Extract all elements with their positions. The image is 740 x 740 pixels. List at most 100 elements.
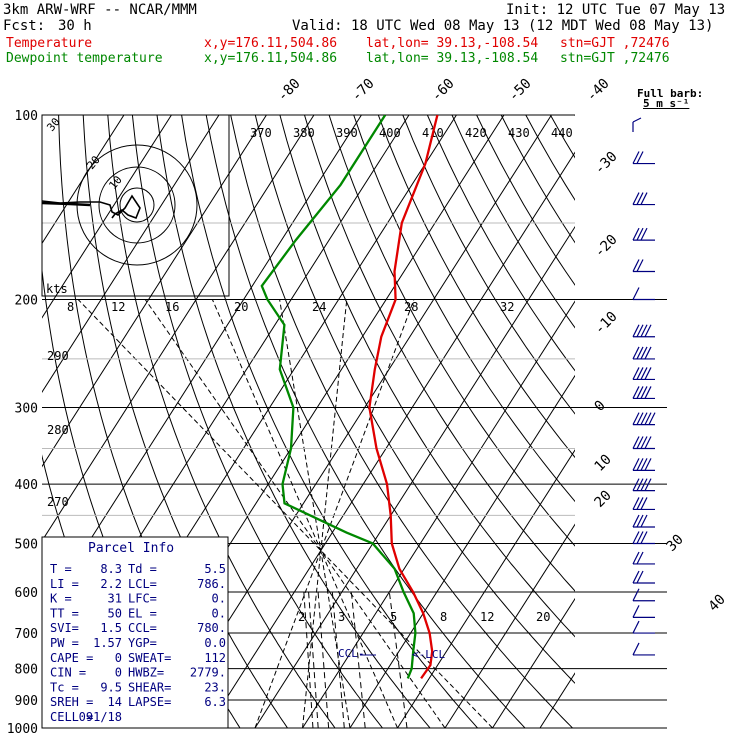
dry-adiabat — [451, 115, 575, 329]
isotherm — [42, 115, 172, 319]
dry-adiabat — [328, 115, 575, 547]
parcel-value-2: 112 — [204, 651, 226, 665]
dry-adiabat — [574, 115, 575, 117]
isotherm — [397, 449, 575, 728]
parcel-value: 8.3 — [100, 562, 122, 576]
hodograph-units: kts — [46, 282, 68, 296]
pressure-label-700: 700 — [15, 627, 38, 642]
isotherm — [42, 115, 315, 542]
mixr-lower-5: 5 — [390, 610, 397, 624]
wind-barb-column — [632, 117, 656, 656]
pressure-label-300: 300 — [15, 401, 38, 416]
mixr-upper-16: 16 — [165, 300, 179, 314]
hodograph-ring-label-10: 10 — [106, 173, 124, 192]
parcel-value-2: 5.5 — [204, 562, 226, 576]
wind-barb — [632, 287, 655, 301]
dry-adiabat — [304, 115, 575, 592]
mixing-ratio-lines — [303, 591, 408, 728]
theta-label-390: 390 — [336, 126, 358, 140]
mixr-lower-12: 12 — [480, 610, 494, 624]
mixr-lower-3: 3 — [338, 610, 345, 624]
parcel-key-2: CCL= — [128, 621, 157, 635]
dewpoint-legend-name: Dewpoint temperature — [6, 51, 163, 66]
parcel-key: Tc = — [50, 680, 79, 694]
parcel-key-2: YGP= — [128, 636, 157, 650]
model-title: 3km ARW-WRF -- NCAR/MMM — [3, 2, 197, 18]
parcel-key: CAPE = — [50, 651, 93, 665]
wind-barb — [632, 346, 655, 360]
parcel-value-2: 0.0 — [204, 636, 226, 650]
mixing-ratio-labels: 8 12 16 20 24 28 32 2 3 5 8 12 20 — [67, 300, 550, 624]
parcel-key: T = — [50, 562, 72, 576]
parcel-key-2: Td = — [128, 562, 157, 576]
parcel-value: 50 — [108, 606, 122, 620]
parcel-key: LI = — [50, 577, 79, 591]
wind-barb — [632, 620, 655, 634]
forecast-label: Fcst: — [3, 18, 46, 34]
theta-label-430: 430 — [508, 126, 530, 140]
wind-barb — [632, 531, 655, 545]
pressure-label-400: 400 — [15, 478, 38, 493]
parcel-key-2: LAPSE= — [128, 695, 171, 709]
dry-adiabat — [254, 115, 575, 684]
parcel-value: 9.5 — [100, 680, 122, 694]
temperature-legend-latlon: lat,lon= 39.13,-108.54 — [366, 36, 539, 51]
dewpoint-legend-station: stn=GJT ,72476 — [560, 51, 670, 66]
parcel-value-2: 2779. — [190, 666, 226, 680]
isotherm-lines — [42, 115, 575, 728]
isotherm-label-40: 40 — [706, 592, 729, 615]
parcel-value: 0 — [115, 651, 122, 665]
forecast-hour: 30 h — [58, 18, 92, 34]
parcel-value-2: 0. — [212, 592, 226, 606]
pressure-labels: 100 200 300 400 500 600 700 800 900 1000 — [7, 109, 38, 737]
ccl-label: CCL- — [338, 647, 365, 660]
pressure-label-900: 900 — [15, 694, 38, 709]
isotherm-label--60: -60 — [429, 76, 458, 105]
wind-barb — [632, 605, 655, 618]
wind-barb — [632, 412, 656, 426]
dewpoint-profile — [260, 115, 417, 679]
mixr-lower-8: 8 — [440, 610, 447, 624]
parcel-key-2: SWEAT= — [128, 651, 171, 665]
parcel-key: TT = — [50, 606, 79, 620]
wind-barb — [632, 386, 655, 400]
wind-barb — [632, 642, 655, 656]
dry-adiabat — [230, 115, 573, 728]
isotherm — [254, 225, 575, 728]
wind-barb — [632, 367, 655, 381]
theta-label-420: 420 — [465, 126, 487, 140]
isotherm-label-10: 10 — [592, 452, 615, 475]
dry-adiabat — [549, 115, 575, 159]
wind-barb — [632, 324, 655, 338]
temperature-legend-station: stn=GJT ,72476 — [560, 36, 670, 51]
parcel-value-2: 0. — [212, 606, 226, 620]
isotherm — [492, 597, 575, 728]
mixr-upper-28: 28 — [404, 300, 418, 314]
wind-barb — [632, 497, 655, 511]
isotherm — [42, 115, 125, 245]
wind-barb — [632, 570, 655, 584]
pressure-label-500: 500 — [15, 537, 38, 552]
theta-labels: 370 380 390 400 410 420 430 440 — [250, 126, 573, 140]
isotherm — [42, 115, 220, 394]
parcel-key: CIN = — [50, 666, 86, 680]
parcel-value: 0 — [115, 666, 122, 680]
dry-adiabat-label-280: 280 — [47, 423, 69, 437]
isotherm — [42, 115, 267, 468]
isotherm-label-30: 30 — [664, 532, 687, 555]
wind-barb — [632, 259, 655, 273]
parcel-key: PW = — [50, 636, 79, 650]
wind-barb — [632, 551, 655, 565]
isotherm-label--50: -50 — [506, 76, 535, 105]
parcel-value: 31 — [108, 592, 122, 606]
isotherm-label--10: -10 — [592, 309, 621, 338]
parcel-key: K = — [50, 592, 72, 606]
mixr-upper-32: 32 — [500, 300, 514, 314]
isotherm-label--40: -40 — [584, 76, 613, 105]
lcl-ccl-annotations: CCL- <-LCL — [338, 647, 445, 661]
valid-time: Valid: 18 UTC Wed 08 May 13 (12 MDT Wed … — [292, 18, 714, 34]
parcel-info-panel: Parcel Info T = 8.3 Td = 5.5 LI = 2.2 LCL= 786. K… — [41, 536, 229, 729]
parcel-value-2: 780. — [197, 621, 226, 635]
mixing-ratio-line — [317, 591, 330, 728]
